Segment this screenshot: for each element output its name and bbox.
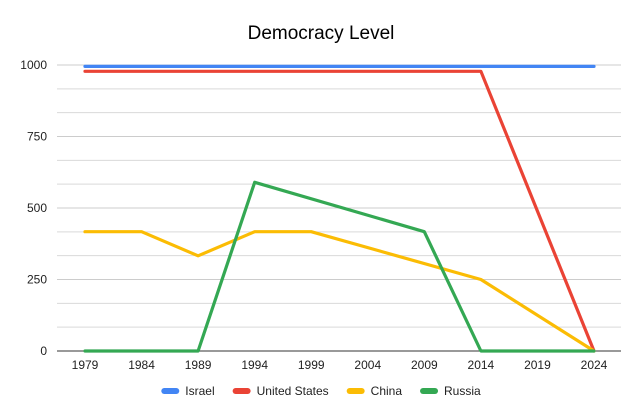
y-tick-label: 0: [40, 344, 47, 358]
legend-label: Russia: [444, 384, 481, 398]
legend-swatch: [161, 388, 180, 394]
legend-label: United States: [257, 384, 329, 398]
series-line-russia: [83, 180, 596, 353]
x-tick-label: 1994: [241, 358, 268, 372]
chart-title: Democracy Level: [248, 23, 395, 44]
legend-label: Israel: [185, 384, 214, 398]
legend-swatch: [420, 388, 439, 394]
x-tick-label: 2009: [411, 358, 438, 372]
axes: 0 250 500 750 1000 1979 1984 1989 1994 1999 2004 20…: [20, 58, 621, 372]
y-tick-label: 750: [27, 130, 47, 144]
x-tick-label: 1999: [298, 358, 325, 372]
series-line-china: [83, 230, 596, 353]
legend-swatch: [346, 388, 365, 394]
x-tick-label: 2019: [524, 358, 551, 372]
x-tick-label: 2024: [581, 358, 608, 372]
y-tick-label: 500: [27, 201, 47, 215]
legend: Israel United States China Russia: [161, 384, 481, 398]
y-tick-label: 1000: [20, 58, 47, 72]
series-line-united-states: [83, 69, 596, 353]
legend-label: China: [371, 384, 403, 398]
x-tick-label: 2014: [468, 358, 495, 372]
y-tick-label: 250: [27, 273, 47, 287]
series-layer: [83, 64, 596, 353]
x-tick-label: 1989: [185, 358, 212, 372]
grid: [57, 64, 621, 328]
x-tick-label: 2004: [354, 358, 381, 372]
x-tick-label: 1979: [72, 358, 99, 372]
x-tick-label: 1984: [128, 358, 155, 372]
legend-swatch: [232, 388, 251, 394]
